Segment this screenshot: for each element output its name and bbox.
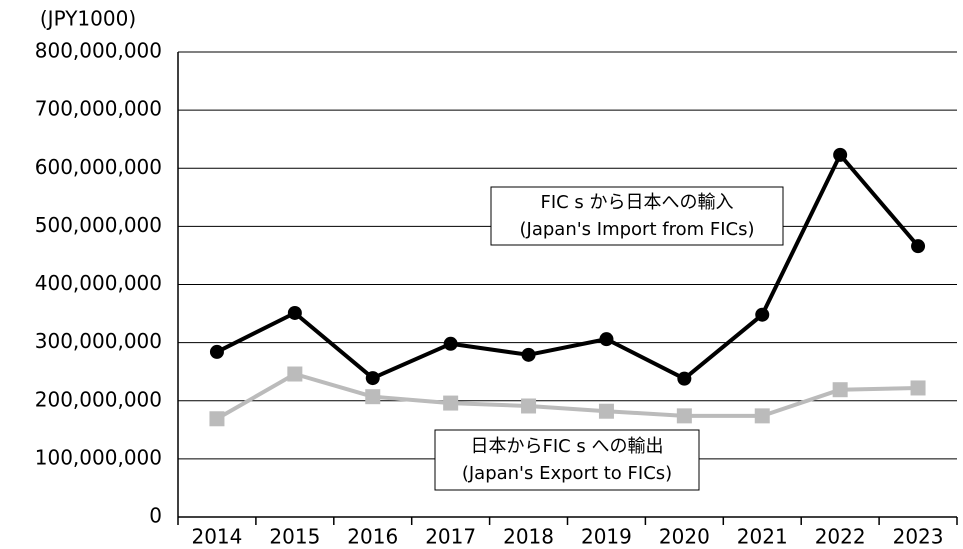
legend-box: [490, 186, 784, 246]
legend-item: 日本からFIC s への輸出 (Japan's Export to FICs): [434, 429, 700, 491]
series-line: [215, 372, 919, 421]
x-tick-label: 2017: [425, 525, 476, 549]
marker: [521, 398, 537, 414]
y-tick-label: 300,000,000: [35, 329, 162, 353]
marker: [755, 307, 770, 322]
y-tick-label: 0: [149, 504, 162, 528]
y-tick-label: 500,000,000: [35, 213, 162, 237]
marker: [521, 347, 536, 362]
y-tick-label: 600,000,000: [35, 155, 162, 179]
legend-label: (Japan's Export to FICs): [462, 463, 672, 484]
marker: [443, 395, 459, 411]
legend-item: FIC s から日本への輸入 (Japan's Import from FICs): [490, 186, 784, 246]
legend-box: [434, 429, 700, 491]
marker: [209, 344, 224, 359]
marker: [598, 403, 614, 419]
x-tick-label: 2016: [347, 525, 398, 549]
legend-label: FIC s から日本への輸入: [540, 192, 733, 213]
series-line: [216, 152, 920, 381]
x-tick-label: 2014: [191, 525, 242, 549]
x-tick-label: 2021: [737, 525, 788, 549]
legend-label: (Japan's Import from FICs): [520, 219, 755, 240]
x-tick-label: 2022: [815, 525, 866, 549]
y-tick-label: 700,000,000: [35, 97, 162, 121]
marker: [287, 366, 303, 382]
marker: [365, 371, 380, 386]
marker: [676, 408, 692, 424]
marker: [911, 239, 926, 254]
marker: [832, 382, 848, 398]
x-tick-label: 2023: [893, 525, 944, 549]
y-axis-label: (JPY1000): [40, 7, 136, 31]
marker: [754, 408, 770, 424]
marker: [287, 305, 302, 320]
x-tick-label: 2020: [659, 525, 710, 549]
x-tick-label: 2018: [503, 525, 554, 549]
y-tick-label: 800,000,000: [35, 39, 162, 63]
legend-label: 日本からFIC s への輸出: [470, 436, 663, 457]
marker: [833, 147, 848, 162]
marker: [209, 411, 225, 427]
marker: [910, 380, 926, 396]
marker: [599, 332, 614, 347]
marker: [365, 389, 381, 405]
marker: [677, 371, 692, 386]
marker: [443, 336, 458, 351]
x-tick-label: 2019: [581, 525, 632, 549]
y-tick-label: 400,000,000: [35, 271, 162, 295]
x-tick-label: 2015: [269, 525, 320, 549]
y-tick-label: 100,000,000: [35, 445, 162, 469]
y-tick-label: 200,000,000: [35, 387, 162, 411]
